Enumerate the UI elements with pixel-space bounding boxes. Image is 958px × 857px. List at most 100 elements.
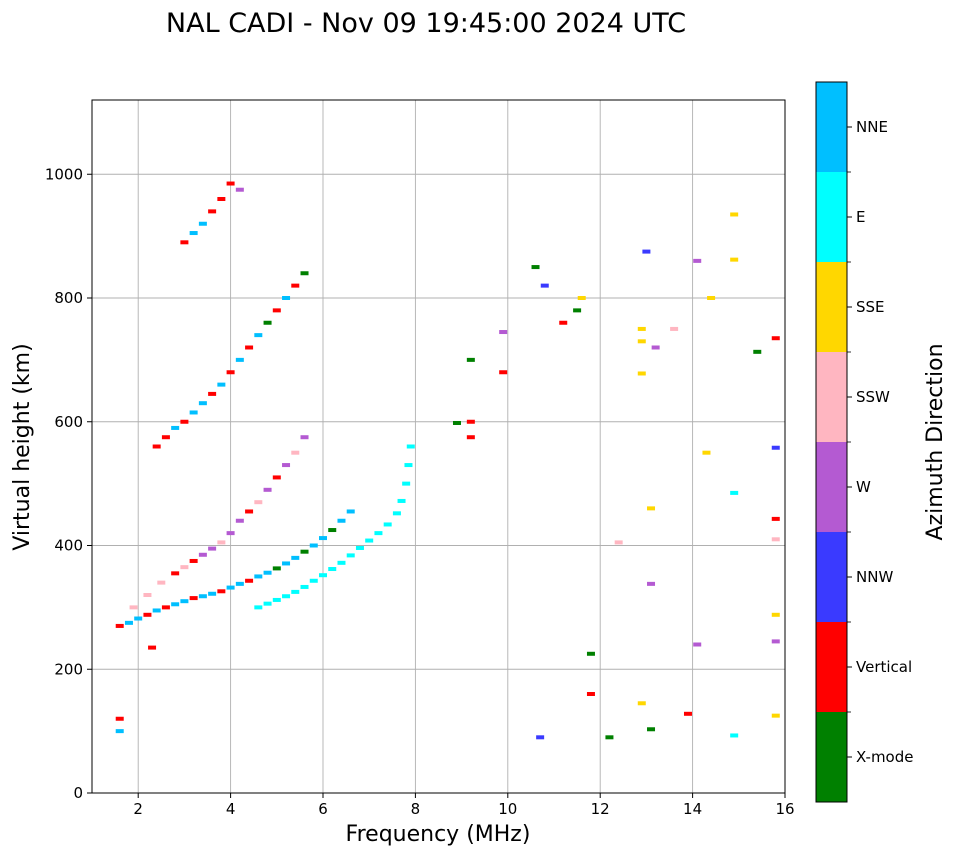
colorbar-label: X-mode [856,748,913,766]
echo-point [198,221,207,226]
echo-point [189,596,198,601]
echo-point [605,735,614,740]
echo-point [115,716,124,721]
x-axis-ticks: 2 4 6 8 10 12 14 16 [133,793,795,818]
echo-point [771,445,780,450]
echo-point [586,651,595,656]
echo-point [702,450,711,455]
echo-point [397,498,406,503]
echo-point [771,516,780,521]
echo-point [771,612,780,617]
colorbar-frame [815,81,848,803]
echo-point [771,537,780,542]
x-tick-label: 8 [411,800,421,818]
y-tick-label: 200 [54,660,83,678]
echo-point [540,283,549,288]
echo-point [637,339,646,344]
echo-point [143,612,152,617]
y-axis-title: Virtual height (km) [10,343,35,550]
echo-point [245,578,254,583]
echo-point [466,435,475,440]
echo-point [559,320,568,325]
echo-point [226,531,235,536]
echo-point [670,326,679,331]
echo-point [328,528,337,533]
echo-point [499,330,508,335]
echo-point [753,349,762,354]
colorbar-swatch [816,352,847,442]
colorbar-label: E [856,208,865,226]
colorbar-label: SSW [856,388,890,406]
echo-point [355,545,364,550]
echo-point [161,435,170,440]
echo-point [208,391,217,396]
colorbar-swatch [816,622,847,712]
echo-point [614,540,623,545]
echo-point [115,729,124,734]
y-tick-label: 400 [54,537,83,555]
echo-point [383,522,392,527]
echo-point [406,444,415,449]
echo-point [577,296,586,300]
x-tick-label: 2 [133,800,143,818]
echo-point [730,733,739,738]
echo-point [143,593,152,597]
echo-point [291,283,300,288]
echo-point [235,518,244,523]
echo-point [152,608,161,613]
echo-point [152,444,161,449]
echo-point [730,490,739,495]
x-tick-label: 16 [775,800,794,818]
echo-point [642,249,651,254]
echo-point [531,265,540,270]
echo-point [272,475,281,480]
echo-point [402,481,411,486]
echo-point [161,605,170,610]
echo-point [282,463,291,468]
colorbar-swatch [816,712,847,802]
echo-point [637,326,646,331]
echo-point [263,487,272,492]
echo-point [134,616,143,621]
echo-point [536,735,545,740]
echo-point [254,605,263,610]
echo-point [291,589,300,594]
x-tick-label: 10 [498,800,517,818]
echo-point [254,333,263,338]
echo-point [226,370,235,375]
echo-point [198,552,207,557]
x-tick-label: 14 [683,800,702,818]
echo-point [226,181,235,186]
echo-point [115,623,124,628]
echo-point [235,357,244,362]
echo-point [707,296,716,300]
colorbar-label: NNW [856,568,893,586]
x-tick-label: 4 [226,800,236,818]
echo-point [263,570,272,575]
echo-point [730,257,739,262]
echo-point [291,450,300,455]
echo-point [300,435,309,440]
echo-point [337,560,346,565]
echo-point [235,187,244,192]
colorbar-swatch [816,532,847,622]
echo-point [374,531,383,536]
echo-point [254,500,263,505]
echo-point [300,549,309,554]
y-axis-ticks: 0 200 400 600 800 1000 [45,165,92,802]
echo-point [254,574,263,579]
echo-point [291,555,300,560]
chart-title: NAL CADI - Nov 09 19:45:00 2024 UTC [166,8,686,39]
echo-point [208,591,217,596]
echo-point [771,639,780,644]
echo-point [466,419,475,424]
echo-point [319,573,327,578]
echo-point [586,692,595,696]
echo-point [365,538,374,543]
echo-point [235,581,244,586]
echo-point [771,713,780,718]
azimuth-colorbar: X-mode Vertical NNW W SSW SSE E NNE [815,81,913,803]
echo-point [171,571,180,576]
